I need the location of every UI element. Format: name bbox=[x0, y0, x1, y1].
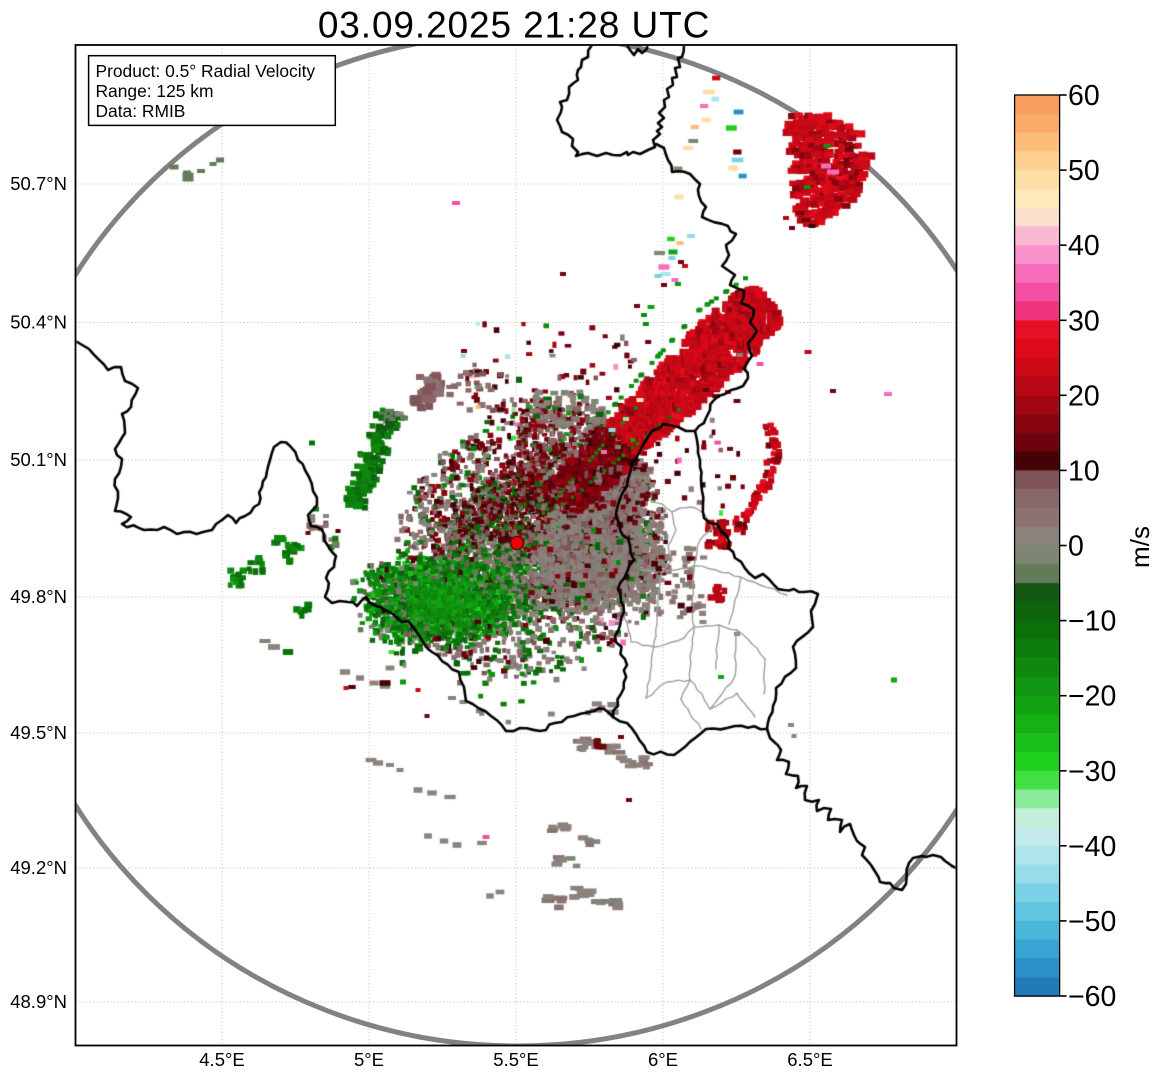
svg-text:−10: −10 bbox=[1068, 606, 1116, 638]
svg-text:49.2°N: 49.2°N bbox=[10, 857, 67, 878]
svg-text:50.4°N: 50.4°N bbox=[10, 312, 67, 333]
svg-text:Data: RMIB: Data: RMIB bbox=[96, 101, 186, 121]
svg-text:−50: −50 bbox=[1068, 906, 1116, 938]
svg-text:50.7°N: 50.7°N bbox=[10, 173, 67, 194]
svg-text:0: 0 bbox=[1068, 531, 1084, 563]
svg-text:m/s: m/s bbox=[1125, 526, 1155, 568]
svg-text:30: 30 bbox=[1068, 305, 1100, 337]
svg-text:60: 60 bbox=[1068, 80, 1100, 112]
svg-text:5.5°E: 5.5°E bbox=[493, 1049, 538, 1070]
svg-text:−30: −30 bbox=[1068, 756, 1116, 788]
svg-text:40: 40 bbox=[1068, 230, 1100, 262]
svg-text:6.5°E: 6.5°E bbox=[787, 1049, 832, 1070]
svg-text:03.09.2025 21:28 UTC: 03.09.2025 21:28 UTC bbox=[318, 5, 710, 46]
svg-text:10: 10 bbox=[1068, 455, 1100, 487]
svg-text:50: 50 bbox=[1068, 155, 1100, 187]
svg-text:50.1°N: 50.1°N bbox=[10, 449, 67, 470]
svg-text:Product: 0.5° Radial Velocity: Product: 0.5° Radial Velocity bbox=[96, 61, 316, 81]
svg-text:5°E: 5°E bbox=[354, 1049, 384, 1070]
svg-text:49.5°N: 49.5°N bbox=[10, 722, 67, 743]
svg-text:48.9°N: 48.9°N bbox=[10, 991, 67, 1012]
svg-text:−40: −40 bbox=[1068, 831, 1116, 863]
svg-text:49.8°N: 49.8°N bbox=[10, 586, 67, 607]
svg-text:−20: −20 bbox=[1068, 681, 1116, 713]
svg-text:20: 20 bbox=[1068, 380, 1100, 412]
svg-text:−60: −60 bbox=[1068, 981, 1116, 1013]
svg-text:Range: 125 km: Range: 125 km bbox=[96, 81, 214, 101]
svg-text:4.5°E: 4.5°E bbox=[199, 1049, 244, 1070]
svg-text:6°E: 6°E bbox=[648, 1049, 678, 1070]
